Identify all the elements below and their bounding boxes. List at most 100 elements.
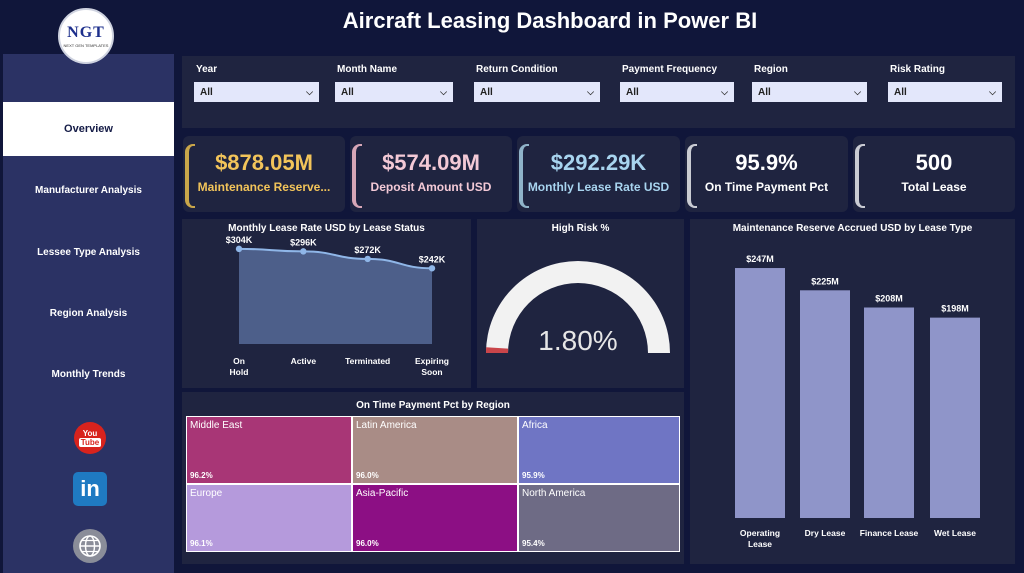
treemap-cell-name: Europe <box>190 488 223 499</box>
sidebar-item-overview[interactable]: Overview <box>3 102 174 156</box>
filter-label-month-name: Month Name <box>337 64 397 75</box>
treemap-cell-asia-pacific[interactable]: Asia-Pacific 96.0% <box>352 484 518 552</box>
filter-region-dropdown[interactable]: All ⌵ <box>752 82 867 102</box>
header-bar: Aircraft Leasing Dashboard in Power BI <box>0 0 1024 54</box>
gauge-svg: 1.80% <box>486 261 670 356</box>
category-label: Hold <box>230 367 249 377</box>
gauge-fill <box>486 347 509 353</box>
kpi-label: Deposit Amount USD <box>370 180 492 194</box>
category-label: Finance Lease <box>860 528 919 538</box>
kpi-card-monthly-lease-rate: $292.29K Monthly Lease Rate USD <box>517 136 680 212</box>
gauge-value: 1.80% <box>538 325 617 356</box>
category-label: Expiring <box>415 356 449 366</box>
kpi-accent <box>687 144 697 208</box>
category-label: Dry Lease <box>805 528 846 538</box>
data-point[interactable] <box>364 255 371 263</box>
sidebar-item-manufacturer-analysis[interactable]: Manufacturer Analysis <box>35 184 142 196</box>
bar[interactable] <box>735 268 785 518</box>
category-label: Wet Lease <box>934 528 976 538</box>
bar[interactable] <box>930 317 980 518</box>
chevron-down-icon: ⌵ <box>854 86 861 97</box>
data-label: $225M <box>811 276 839 286</box>
sidebar-item-region-analysis[interactable]: Region Analysis <box>49 307 128 319</box>
youtube-icon-text-bottom: Tube <box>78 437 102 447</box>
filter-label-return-condition: Return Condition <box>476 64 558 75</box>
treemap-cell-name: Africa <box>522 420 548 431</box>
treemap-cell-name: Middle East <box>190 420 243 431</box>
treemap-cell-latin-america[interactable]: Latin America 96.0% <box>352 416 518 484</box>
kpi-value: 95.9% <box>735 150 798 175</box>
treemap-cell-middle-east[interactable]: Middle East 96.2% <box>186 416 352 484</box>
youtube-icon[interactable]: You Tube <box>74 422 106 454</box>
filter-region-value: All <box>758 86 771 98</box>
treemap-cell-africa[interactable]: Africa 95.9% <box>518 416 680 484</box>
data-point[interactable] <box>300 248 307 255</box>
filters-panel: Year All ⌵ Month Name All ⌵ Return Conditi… <box>182 56 1015 128</box>
treemap-cell-value: 96.0% <box>356 539 379 548</box>
kpi-card-maintenance-reserve: $878.05M Maintenance Reserve... <box>183 136 345 212</box>
kpi-value: $574.09M <box>382 150 480 175</box>
logo-subtext: NEXT GEN TEMPLATES <box>63 43 109 48</box>
filter-return-condition-dropdown[interactable]: All ⌵ <box>474 82 600 102</box>
youtube-icon-text-top: You <box>82 428 98 438</box>
data-point[interactable] <box>428 265 436 272</box>
filter-risk-rating-dropdown[interactable]: All ⌵ <box>888 82 1002 102</box>
area-fill <box>239 248 432 344</box>
data-label: $304K <box>226 235 253 245</box>
treemap-cell-value: 95.4% <box>522 539 545 548</box>
linkedin-icon[interactable]: in <box>73 472 107 506</box>
filter-year-value: All <box>200 86 213 98</box>
treemap-cell-north-america[interactable]: North America 95.4% <box>518 484 680 552</box>
filter-payment-frequency-dropdown[interactable]: All ⌵ <box>620 82 734 102</box>
chart-title: On Time Payment Pct by Region <box>356 400 510 411</box>
globe-icon[interactable] <box>73 529 107 563</box>
data-label: $198M <box>941 304 969 314</box>
bar[interactable] <box>800 290 850 518</box>
data-label: $272K <box>354 245 381 255</box>
data-point[interactable] <box>235 245 243 253</box>
treemap-cell-value: 96.0% <box>356 471 379 480</box>
gauge-track <box>486 261 670 353</box>
data-label: $247M <box>746 254 774 264</box>
sidebar-item-lessee-type-analysis[interactable]: Lessee Type Analysis <box>37 246 140 258</box>
kpi-label: Monthly Lease Rate USD <box>527 180 670 194</box>
series-line <box>238 247 433 270</box>
treemap-cell-name: Latin America <box>356 420 417 431</box>
lease-rate-by-status-chart: Monthly Lease Rate USD by Lease Status $… <box>182 219 471 388</box>
treemap-cell-value: 96.1% <box>190 539 213 548</box>
maintenance-reserve-by-lease-type-chart: Maintenance Reserve Accrued USD by Lease… <box>690 219 1015 564</box>
data-label: $296K <box>290 237 317 247</box>
filter-label-year: Year <box>196 64 218 75</box>
filter-month-name-dropdown[interactable]: All ⌵ <box>335 82 453 102</box>
bar[interactable] <box>864 307 914 518</box>
treemap-cell-name: North America <box>522 488 586 499</box>
kpi-label: On Time Payment Pct <box>704 180 829 194</box>
treemap-cell-name: Asia-Pacific <box>356 488 409 499</box>
on-time-payment-by-region-treemap: On Time Payment Pct by Region Middle Eas… <box>182 392 684 564</box>
kpi-card-on-time-payment: 95.9% On Time Payment Pct <box>685 136 848 212</box>
sidebar: Overview Manufacturer Analysis Lessee Ty… <box>3 54 174 573</box>
kpi-accent <box>352 144 362 208</box>
category-label: Operating <box>740 528 780 538</box>
filter-month-name-value: All <box>341 86 354 98</box>
kpi-accent <box>519 144 529 208</box>
filter-year-dropdown[interactable]: All ⌵ <box>194 82 319 102</box>
filter-return-condition-value: All <box>480 86 493 98</box>
treemap-cell-value: 95.9% <box>522 471 545 480</box>
category-label: Lease <box>748 539 772 549</box>
treemap-cell-europe[interactable]: Europe 96.1% <box>186 484 352 552</box>
chart-title: Monthly Lease Rate USD by Lease Status <box>228 223 425 234</box>
sidebar-item-monthly-trends[interactable]: Monthly Trends <box>51 368 126 380</box>
data-label: $242K <box>419 254 446 264</box>
chevron-down-icon: ⌵ <box>721 86 728 97</box>
globe-icon-graphic <box>79 535 101 557</box>
logo-text: NGT <box>67 24 105 41</box>
data-label: $208M <box>875 294 903 304</box>
high-risk-gauge-card: High Risk % 1.80% <box>477 219 684 388</box>
filter-label-region: Region <box>754 64 788 75</box>
kpi-accent <box>185 144 195 208</box>
chevron-down-icon: ⌵ <box>440 86 447 97</box>
chevron-down-icon: ⌵ <box>306 86 313 97</box>
